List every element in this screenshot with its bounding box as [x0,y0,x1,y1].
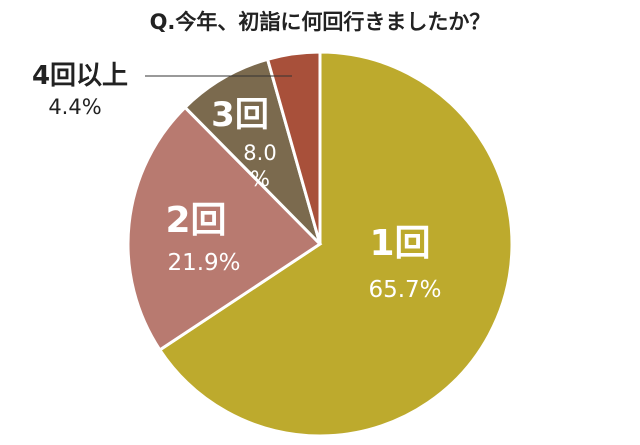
slice-value-1: 65.7% [368,277,441,303]
chart-title: Q.今年、初詣に何回行きましたか？ [149,10,491,34]
slice-label-4: 4回以上 [32,61,128,91]
slice-value-3: 8.0 [243,141,276,165]
slice-value-3: % [250,167,270,191]
slice-label-3: 3回 [211,95,269,135]
slice-label-2: 2回 [165,200,226,241]
slice-label-1: 1回 [369,223,430,264]
slice-value-2: 21.9% [167,250,240,276]
pie-slice-4 [265,50,322,245]
pie-slice-3 [182,57,322,246]
pie-slice-2 [126,105,323,352]
pie-slice-1 [157,50,514,438]
slice-value-4: 4.4% [48,95,101,119]
